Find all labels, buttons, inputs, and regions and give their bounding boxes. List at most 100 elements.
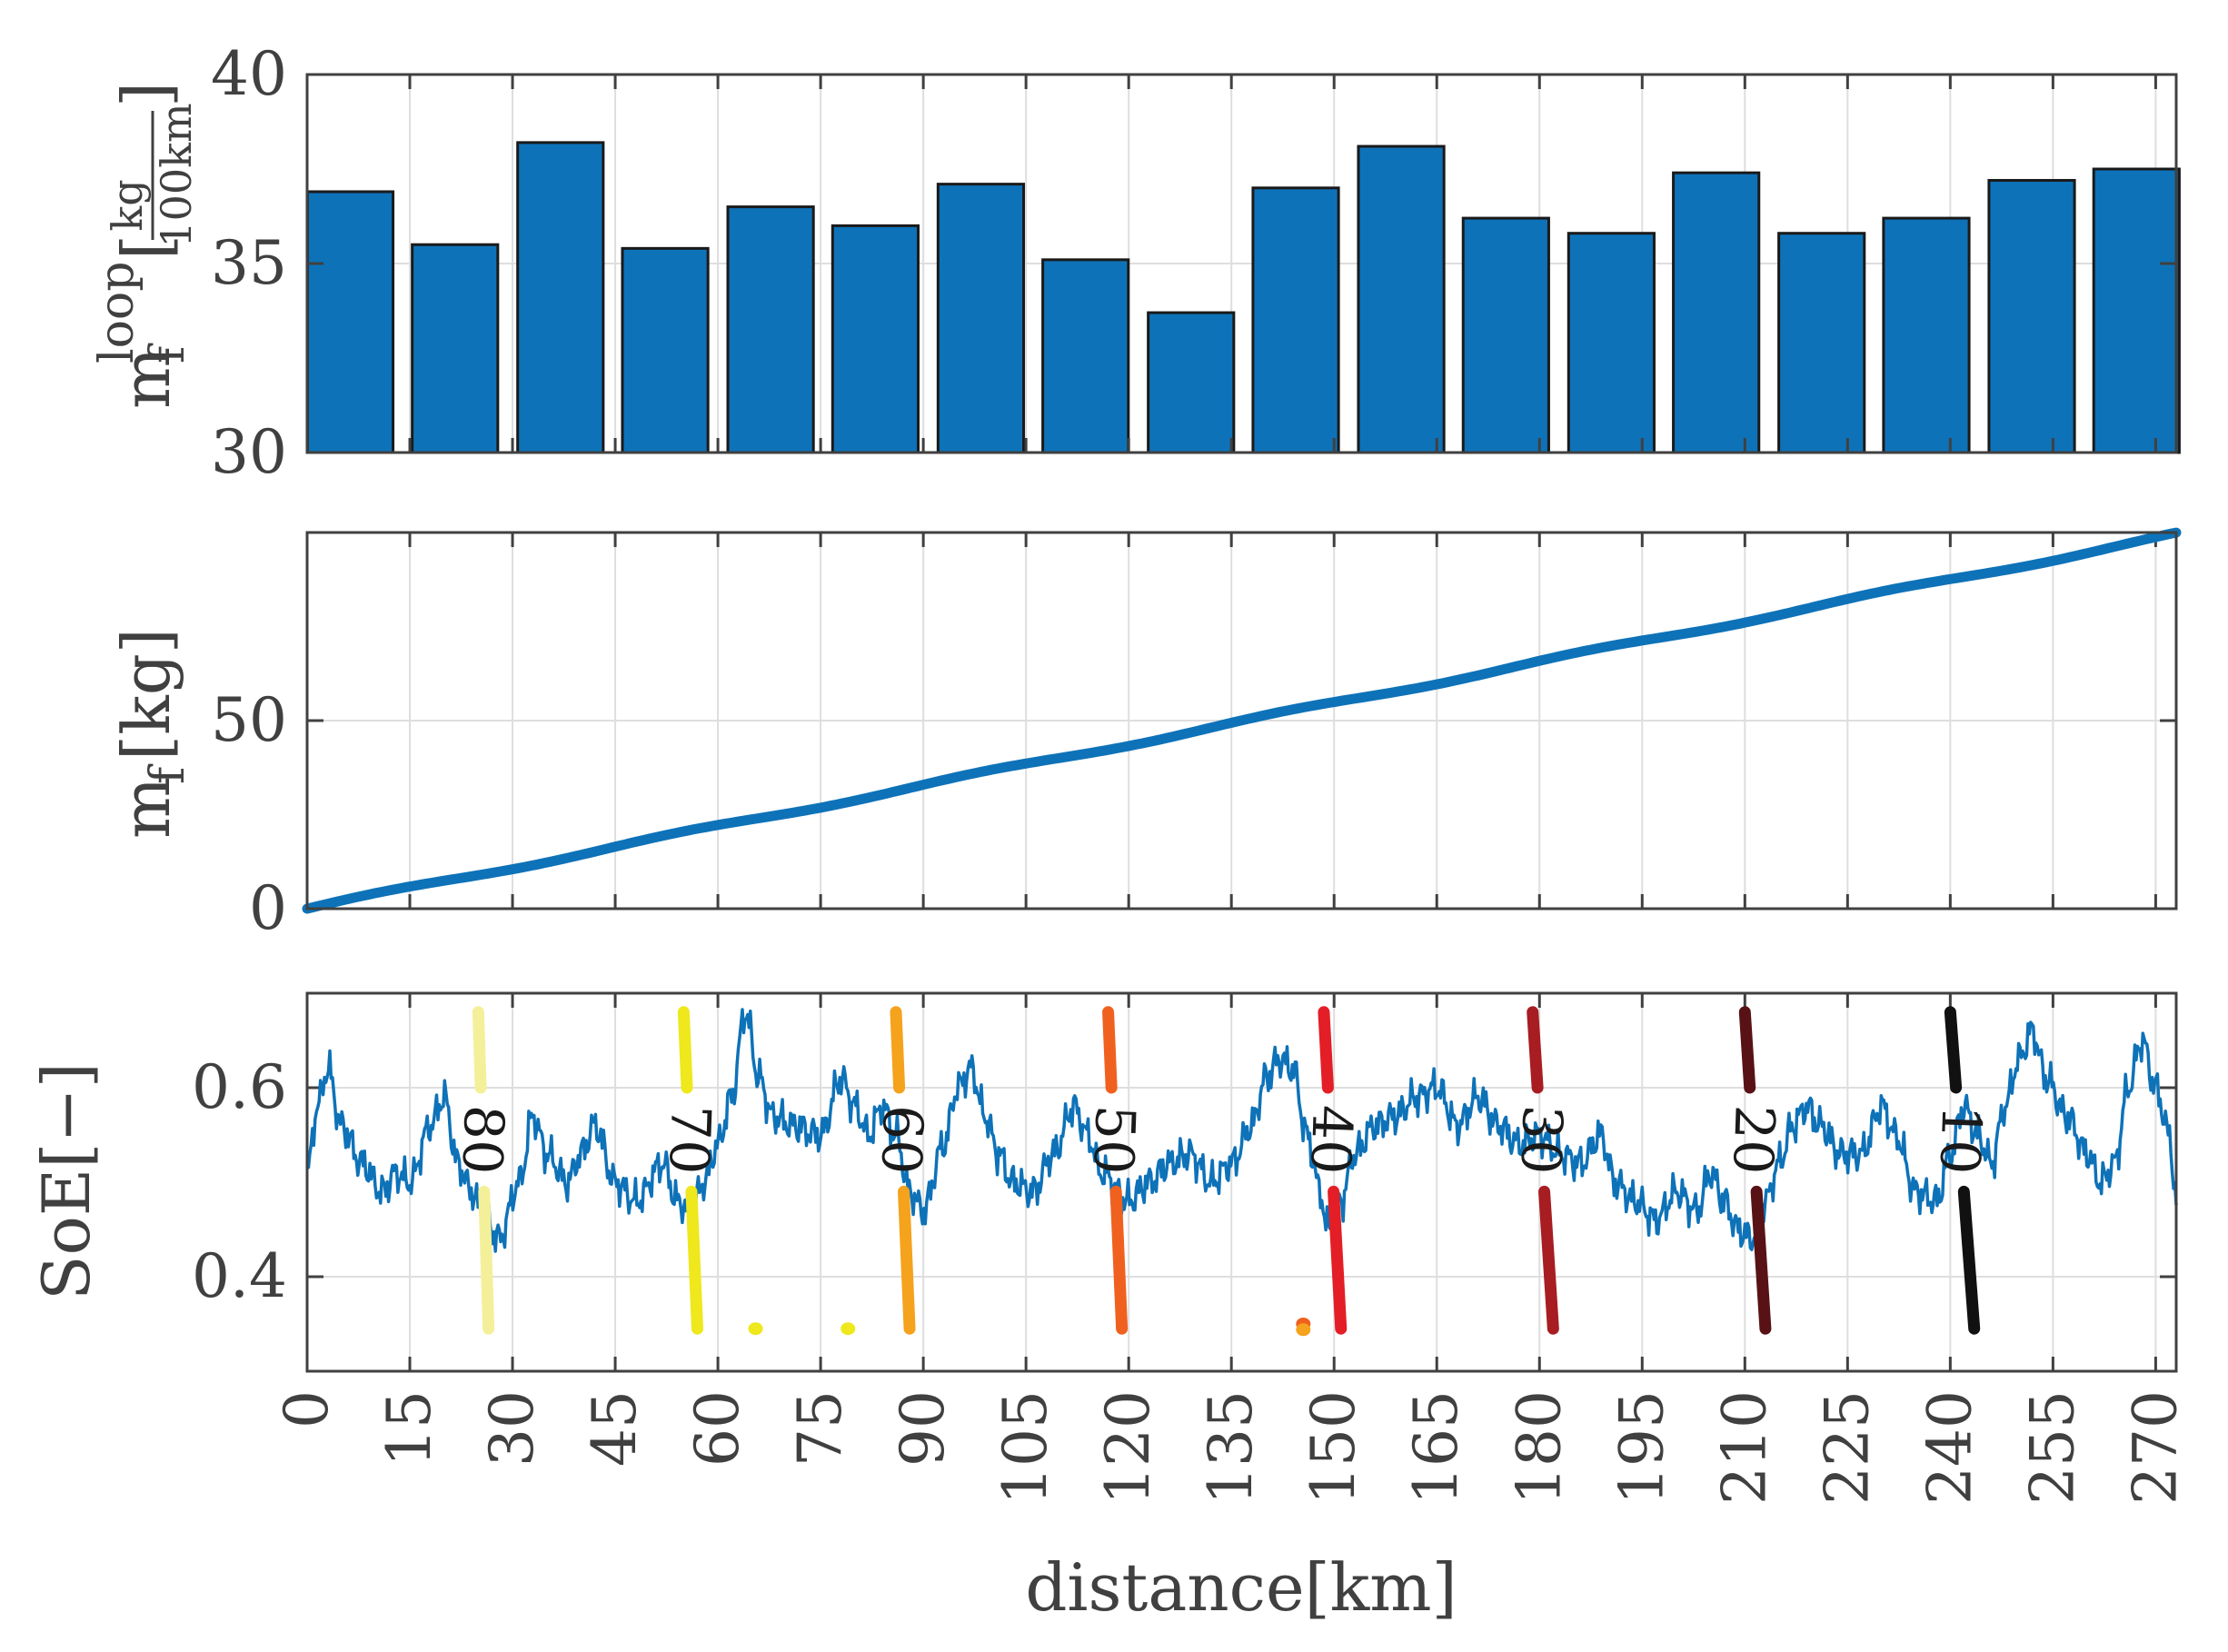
bot-xtick-label: 225 — [1812, 1390, 1882, 1505]
bot-xtick-labels: 0 15 30 45 60 75 90 105 120 135 150 165 180 195 210 225… — [272, 1390, 2190, 1505]
top-ylabel-unit-numerator: kg — [103, 179, 152, 231]
panel-soe-line-chart: 80 70 60 50 40 30 20 10 0.4 0.6 0 15 30 45 60 75 90 105… — [28, 991, 2190, 1626]
bar — [621, 246, 710, 454]
mid-ylabel-unit: [kg] — [108, 628, 184, 761]
contour-label: 10 — [1927, 1104, 1994, 1176]
bar — [1987, 178, 2076, 454]
bar — [1672, 171, 1761, 454]
bar — [411, 243, 500, 454]
bar — [1461, 216, 1550, 454]
contour-label: 70 — [656, 1104, 722, 1176]
bot-ytick-label: 0.6 — [192, 1052, 287, 1122]
bot-xtick-label: 45 — [580, 1390, 650, 1467]
bar — [305, 190, 395, 454]
panel-fuel-mass-line-chart: 0 50 m f [kg] — [108, 527, 2182, 943]
mid-fuel-mass-series-line — [302, 527, 2182, 914]
contour-line-lower — [1328, 1185, 1348, 1335]
bot-xtick-label: 150 — [1298, 1390, 1368, 1505]
top-ylabel-bracket-open: [ — [108, 234, 184, 260]
mid-ytick-label: 0 — [249, 873, 287, 943]
contour-line-lower — [898, 1185, 916, 1335]
bot-xtick-label: 210 — [1709, 1390, 1779, 1505]
top-ylabel-base: m — [108, 347, 184, 409]
bar — [1251, 186, 1340, 454]
bar — [1147, 311, 1236, 454]
bar — [936, 183, 1026, 454]
bar — [1041, 258, 1130, 454]
contour-line-lower — [685, 1185, 703, 1335]
contour-label: 40 — [1298, 1104, 1364, 1176]
contour-label: 20 — [1720, 1104, 1786, 1176]
contour-line-lower — [478, 1185, 495, 1335]
bot-ytick-label: 0.4 — [192, 1241, 287, 1311]
contour-line-lower — [1109, 1185, 1129, 1335]
top-ytick-labels: 30 35 40 — [211, 39, 287, 487]
mid-ylabel-sub: f — [141, 763, 195, 784]
bar — [1567, 232, 1656, 454]
contour-line-upper — [1527, 1006, 1544, 1094]
bot-xtick-label: 270 — [2120, 1390, 2190, 1505]
contour-line-lower — [1957, 1185, 1981, 1335]
bot-xtick-label: 165 — [1401, 1390, 1471, 1505]
bot-xlabel: distance[km] — [1025, 1549, 1457, 1626]
bot-xtick-label: 180 — [1504, 1390, 1574, 1505]
mid-ylabel: m f [kg] — [108, 628, 195, 839]
bot-xtick-label: 75 — [785, 1390, 855, 1467]
contour-line-upper — [1318, 1006, 1334, 1094]
bar — [2092, 167, 2181, 454]
bar — [1357, 144, 1446, 454]
contour-line-lower — [1538, 1185, 1559, 1335]
top-axes-frame — [305, 73, 2178, 454]
contour-line-lower — [1750, 1185, 1772, 1335]
top-ylabel-bracket-close: ] — [108, 82, 184, 107]
bot-ytick-labels: 0.4 0.6 — [192, 1052, 287, 1311]
bar — [1777, 232, 1866, 454]
contour-label: 50 — [1080, 1104, 1147, 1176]
contour-line-upper — [1102, 1006, 1118, 1094]
bot-xtick-label: 255 — [2017, 1390, 2087, 1505]
bot-axes-frame — [305, 991, 2178, 1373]
bot-contour-labels: 80 70 60 50 40 30 20 10 — [450, 1104, 1994, 1176]
bar — [831, 224, 920, 454]
bar — [1882, 216, 1971, 454]
top-ylabel-unit-denominator: 100km — [152, 103, 201, 247]
bot-xtick-label: 30 — [477, 1390, 547, 1467]
mid-ticks — [305, 532, 2176, 911]
top-ytick-label: 35 — [211, 228, 287, 298]
panel-loop-fuel-bar-chart: 30 35 40 m f loop [ kg 100km ] — [90, 39, 2181, 487]
top-ytick-label: 40 — [211, 39, 287, 109]
bot-xtick-label: 105 — [990, 1390, 1060, 1505]
contour-label: 30 — [1508, 1104, 1575, 1176]
bot-xtick-label: 120 — [1093, 1390, 1163, 1505]
bot-xtick-label: 90 — [888, 1390, 958, 1467]
mid-axes-frame — [305, 531, 2178, 911]
mid-ytick-label: 50 — [211, 685, 287, 755]
contour-label: 60 — [869, 1104, 935, 1176]
top-ytick-label: 30 — [211, 417, 287, 487]
contour-label: 80 — [450, 1104, 516, 1176]
bot-xtick-label: 60 — [682, 1390, 752, 1467]
bot-gridlines — [306, 993, 2176, 1371]
bot-soe-series-line — [305, 1008, 2178, 1253]
contour-line-upper — [472, 1006, 487, 1094]
contour-line-upper — [1738, 1006, 1756, 1094]
contour-line-upper — [1944, 1006, 1963, 1094]
bot-contour-lines — [472, 1006, 1981, 1337]
mid-ytick-labels: 0 50 — [211, 685, 287, 943]
contour-blob — [1296, 1323, 1311, 1337]
top-ylabel-sub: f — [141, 343, 195, 363]
mid-ylabel-base: m — [108, 777, 184, 839]
contour-line-upper — [677, 1006, 693, 1094]
bot-xtick-label: 240 — [1915, 1390, 1984, 1505]
top-ylabel-sup: loop — [90, 261, 144, 363]
bar — [726, 205, 815, 454]
contour-line-upper — [890, 1006, 906, 1094]
top-ylabel: m f loop [ kg 100km ] — [90, 82, 201, 409]
bar — [516, 141, 605, 454]
bot-xtick-label: 135 — [1196, 1390, 1266, 1505]
bot-xtick-label: 15 — [374, 1390, 444, 1467]
top-bars — [305, 141, 2181, 454]
bot-xtick-label: 0 — [272, 1390, 342, 1428]
contour-blob — [840, 1322, 856, 1336]
